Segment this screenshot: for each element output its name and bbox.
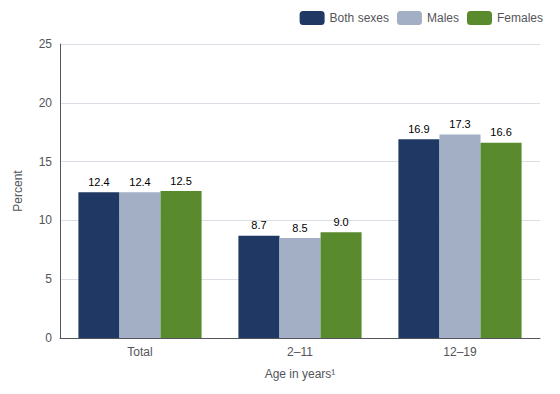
svg-text:Both sexes: Both sexes <box>330 11 389 25</box>
svg-text:2–11: 2–11 <box>287 345 313 359</box>
svg-text:15: 15 <box>39 155 53 169</box>
svg-text:17.3: 17.3 <box>449 118 470 130</box>
svg-text:16.9: 16.9 <box>408 123 429 135</box>
svg-text:16.6: 16.6 <box>490 126 511 138</box>
svg-text:9.0: 9.0 <box>333 216 348 228</box>
svg-text:Age in years¹: Age in years¹ <box>265 367 336 381</box>
svg-text:20: 20 <box>39 96 53 110</box>
svg-text:Total: Total <box>127 345 152 359</box>
svg-text:8.5: 8.5 <box>292 222 307 234</box>
svg-text:12.4: 12.4 <box>88 176 109 188</box>
svg-text:12.4: 12.4 <box>129 176 150 188</box>
svg-text:25: 25 <box>39 37 53 51</box>
svg-text:Males: Males <box>427 11 459 25</box>
svg-text:Percent: Percent <box>11 170 25 212</box>
svg-text:Females: Females <box>497 11 543 25</box>
svg-text:12–19: 12–19 <box>443 345 477 359</box>
svg-text:0: 0 <box>45 331 52 345</box>
svg-text:5: 5 <box>45 272 52 286</box>
svg-text:10: 10 <box>39 213 53 227</box>
svg-text:8.7: 8.7 <box>251 219 266 231</box>
svg-text:12.5: 12.5 <box>170 175 191 187</box>
